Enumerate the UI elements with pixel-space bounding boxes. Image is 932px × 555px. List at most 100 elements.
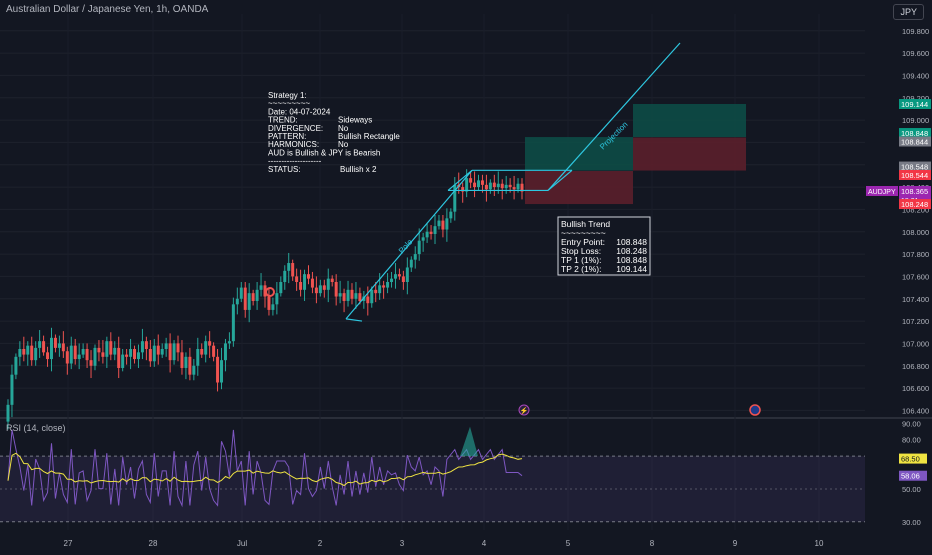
- candle-body: [129, 349, 133, 357]
- currency-button[interactable]: JPY: [893, 4, 924, 20]
- candle-body: [393, 274, 397, 279]
- candle-body: [299, 282, 303, 290]
- candle-body: [259, 285, 263, 290]
- rsi-tick-label: 50.00: [902, 485, 921, 494]
- candle-body: [180, 352, 184, 368]
- candle-body: [18, 349, 22, 357]
- candle-body: [318, 285, 322, 294]
- price-tag: [899, 199, 931, 210]
- strategy-value: No: [338, 124, 349, 133]
- price-tag: [899, 99, 931, 110]
- y-tick-label: 109.800: [902, 27, 929, 36]
- candle-body: [69, 345, 73, 364]
- location-marker-icon: [265, 287, 275, 297]
- price-tag-label: 108.844: [901, 138, 928, 147]
- candle-body: [287, 263, 291, 271]
- candle-body: [370, 289, 374, 304]
- symbol-tag: [866, 185, 898, 196]
- candle-body: [136, 352, 140, 360]
- price-tag: [899, 161, 931, 172]
- x-tick-label: 10: [815, 539, 824, 548]
- candle-body: [350, 289, 354, 299]
- candle-body: [200, 349, 204, 355]
- candle-body: [97, 347, 101, 353]
- candle-body: [220, 360, 224, 383]
- candle-body: [30, 345, 34, 361]
- candle-body: [445, 218, 449, 230]
- candle-body: [480, 180, 484, 185]
- candle-body: [208, 341, 212, 346]
- candle-body: [354, 293, 358, 299]
- y-tick-label: 107.600: [902, 272, 929, 281]
- price-tag: [899, 136, 931, 147]
- strategy-line: DIVERGENCE:: [268, 124, 323, 133]
- candle-body: [235, 298, 239, 305]
- rsi-value-tag: [899, 453, 927, 464]
- candle-body: [168, 343, 172, 361]
- candle-body: [144, 341, 148, 349]
- candle-body: [133, 349, 137, 360]
- strategy-value: No: [338, 140, 349, 149]
- rsi-value-label: 58.06: [901, 472, 920, 481]
- candle-body: [109, 341, 113, 355]
- candle-body: [243, 287, 247, 310]
- x-tick-label: 27: [64, 539, 73, 548]
- candle-body: [330, 278, 334, 282]
- candle-body: [275, 293, 279, 305]
- candle-body: [255, 289, 259, 301]
- x-tick-label: Jul: [237, 539, 247, 548]
- x-tick-label: 2: [318, 539, 323, 548]
- candle-body: [500, 183, 504, 189]
- candle-body: [22, 349, 26, 355]
- flag-right: [547, 169, 573, 191]
- candle-body: [488, 182, 492, 190]
- y-tick-label: 109.200: [902, 94, 929, 103]
- candle-body: [77, 354, 81, 360]
- rsi-value-label: 68.50: [901, 455, 920, 464]
- candle-body: [303, 274, 307, 290]
- candle-body: [326, 278, 330, 290]
- y-tick-label: 106.400: [902, 406, 929, 415]
- candle-body: [14, 356, 18, 375]
- candle-body: [295, 276, 299, 282]
- candle-body: [378, 285, 382, 294]
- candle-body: [156, 345, 160, 355]
- rsi-tick-label: 80.00: [902, 436, 921, 445]
- x-tick-label: 28: [149, 539, 158, 548]
- y-tick-label: 109.400: [902, 71, 929, 80]
- candle-body: [46, 352, 50, 360]
- candle-body: [113, 347, 117, 355]
- candle-body: [251, 293, 255, 301]
- candle-body: [184, 356, 188, 368]
- tp-zone-1: [525, 137, 633, 171]
- y-tick-label: 109.000: [902, 116, 929, 125]
- candle-body: [247, 293, 251, 310]
- strategy-line: --------------------: [268, 157, 322, 166]
- candle-body: [334, 282, 338, 297]
- candle-body: [401, 276, 405, 282]
- trend-value: 108.848: [616, 255, 647, 265]
- y-tick-label: 106.600: [902, 384, 929, 393]
- candle-body: [496, 183, 500, 188]
- candle-body: [10, 374, 14, 405]
- pole-base: [345, 318, 363, 322]
- candle-body: [338, 293, 342, 297]
- candle-body: [196, 349, 200, 366]
- strategy-line: STATUS:: [268, 165, 301, 174]
- candle-body: [93, 347, 97, 366]
- flag-event-icon: [749, 404, 761, 416]
- candle-body: [346, 289, 350, 301]
- candle-body: [172, 343, 176, 361]
- y-tick-label: 107.800: [902, 250, 929, 259]
- strategy-line: TREND:: [268, 116, 298, 125]
- trend-line: TP 1 (1%):: [561, 255, 601, 265]
- y-tick-label: 108.000: [902, 228, 929, 237]
- candle-body: [417, 240, 421, 255]
- y-tick-label: 109.600: [902, 49, 929, 58]
- candle-body: [512, 187, 516, 190]
- rsi-ma-line: [7, 452, 523, 487]
- strategy-value: Bullish Rectangle: [338, 132, 400, 141]
- candle-body: [61, 343, 65, 352]
